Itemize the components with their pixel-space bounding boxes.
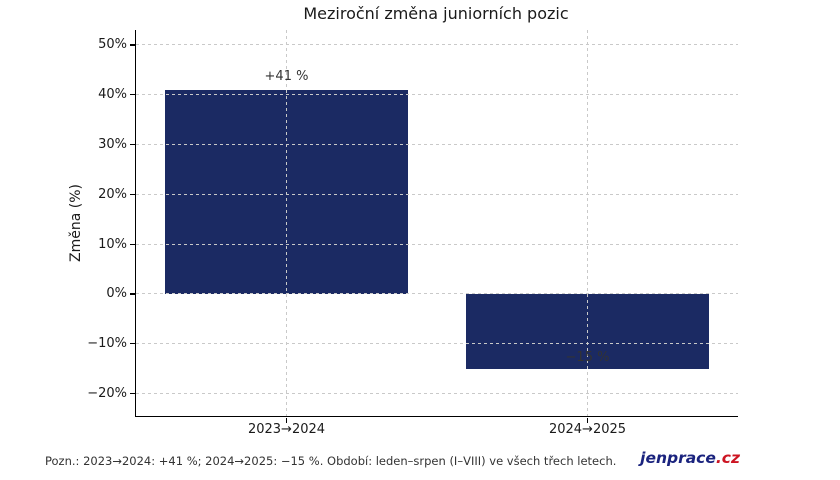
y-tick-mark: [129, 143, 135, 146]
y-tick-label: 0%: [106, 286, 127, 302]
y-tick-label: 20%: [98, 186, 127, 202]
logo: jenprace.cz: [640, 449, 740, 467]
x-tick-label: 2023→2024: [247, 422, 326, 437]
bar-value-label: +41 %: [264, 68, 309, 84]
y-tick-mark: [129, 94, 135, 96]
y-tick-mark: [129, 193, 135, 195]
gridline-horizontal: [136, 293, 738, 295]
logo-tld: .cz: [715, 449, 740, 467]
gridline-horizontal: [136, 343, 738, 345]
logo-name: jenprace: [640, 449, 716, 467]
y-tick-label: 10%: [98, 236, 127, 252]
gridline-horizontal: [136, 193, 738, 195]
y-tick-mark: [129, 293, 135, 295]
y-tick-mark: [129, 392, 135, 395]
x-tick-mark: [586, 417, 589, 423]
y-tick-label: 50%: [98, 37, 127, 53]
x-tick-label: 2024→2025: [548, 422, 627, 437]
gridline-horizontal: [136, 243, 738, 245]
y-tick-mark: [129, 44, 135, 46]
y-tick-label: 40%: [98, 87, 127, 103]
gridline-horizontal: [136, 44, 738, 46]
bar-value-label: −15 %: [565, 349, 610, 365]
y-tick-label: 30%: [98, 137, 127, 153]
gridline-horizontal: [136, 94, 738, 96]
gridline-vertical: [587, 30, 588, 416]
y-tick-mark: [129, 243, 135, 245]
gridline-horizontal: [136, 393, 738, 395]
footnote: Pozn.: 2023→2024: +41 %; 2024→2025: −15 …: [45, 454, 617, 468]
y-tick-label: −10%: [87, 336, 127, 352]
plot-area: 50% 40% 30% 20% 10% 0% −10% −20% +41 % 2023→2024 −…: [87, 30, 738, 437]
x-tick-mark: [285, 417, 288, 423]
gridline-vertical: [286, 30, 287, 416]
gridline-horizontal: [136, 144, 738, 146]
chart-title: Meziroční změna juniorních pozic: [303, 4, 569, 23]
y-tick-label: −20%: [87, 386, 127, 402]
y-tick-mark: [129, 343, 135, 345]
